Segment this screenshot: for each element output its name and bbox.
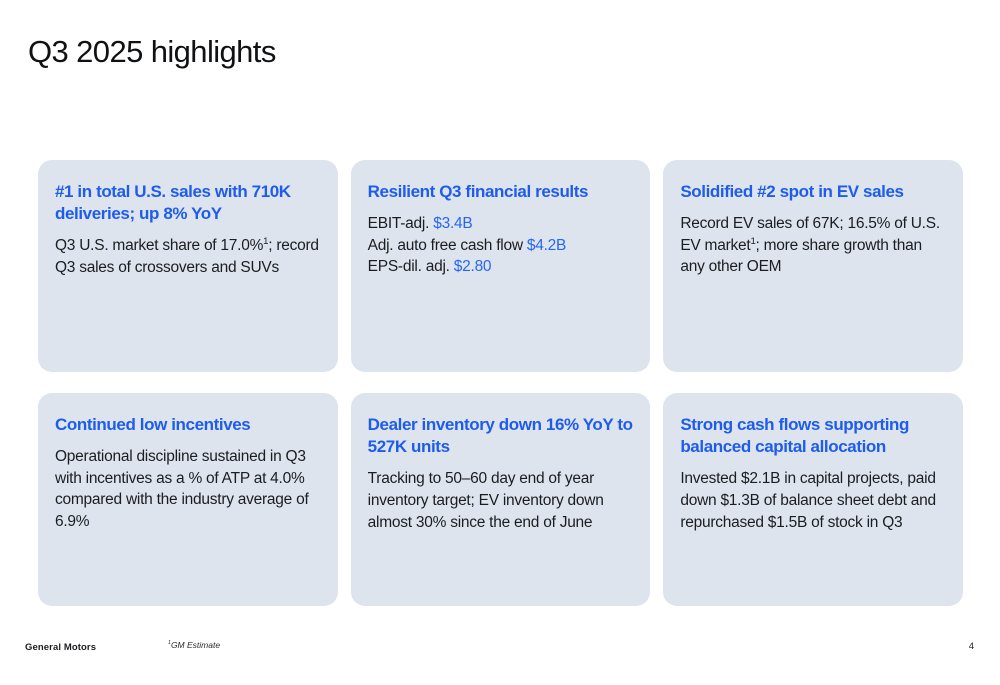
footer-brand: General Motors — [25, 642, 97, 653]
card-body: Operational discipline sustained in Q3 w… — [55, 446, 324, 533]
card-body-line: EBIT-adj. $3.4B — [367, 215, 473, 233]
card-heading: Continued low incentives — [55, 415, 251, 434]
footnote: 1GM Estimate — [168, 640, 220, 650]
card-low-incentives: Continued low incentives Operational dis… — [38, 393, 338, 606]
card-body-line: Tracking to 50–60 day end of year invent… — [367, 470, 604, 531]
card-financial-results: Resilient Q3 financial results EBIT-adj.… — [350, 160, 651, 372]
highlights-grid: #1 in total U.S. sales with 710K deliver… — [38, 160, 963, 606]
card-heading: Dealer inventory down 16% YoY to 527K un… — [367, 415, 633, 457]
card-body-line: Q3 U.S. market share of 17.0%1; record Q… — [55, 236, 319, 276]
card-body: Invested $2.1B in capital projects, paid… — [680, 468, 949, 533]
card-heading: #1 in total U.S. sales with 710K deliver… — [55, 182, 291, 224]
card-heading: Solidified #2 spot in EV sales — [680, 182, 904, 201]
card-us-sales: #1 in total U.S. sales with 710K deliver… — [38, 160, 338, 372]
card-ev-sales: Solidified #2 spot in EV sales Record EV… — [663, 160, 963, 372]
footnote-text: GM Estimate — [170, 640, 221, 650]
page-number: 4 — [968, 641, 974, 652]
footnote-superscript: 1 — [168, 640, 171, 647]
card-body-line: EPS-dil. adj. $2.80 — [367, 258, 492, 276]
card-body: EBIT-adj. $3.4B Adj. auto free cash flow … — [368, 213, 637, 278]
card-dealer-inventory: Dealer inventory down 16% YoY to 527K un… — [350, 393, 651, 606]
card-cash-flows: Strong cash flows supporting balanced ca… — [663, 393, 963, 606]
card-body-line: Adj. auto free cash flow $4.2B — [367, 236, 567, 254]
card-heading: Strong cash flows supporting balanced ca… — [680, 415, 910, 457]
card-body-line: Invested $2.1B in capital projects, paid… — [680, 470, 936, 531]
card-body: Tracking to 50–60 day end of year invent… — [368, 468, 637, 533]
card-body: Record EV sales of 67K; 16.5% of U.S. EV… — [680, 213, 949, 278]
card-body-line: Record EV sales of 67K; 16.5% of U.S. EV… — [680, 215, 940, 276]
page-title: Q3 2025 highlights — [28, 34, 276, 69]
card-heading: Resilient Q3 financial results — [367, 182, 589, 201]
card-body: Q3 U.S. market share of 17.0%1; record Q… — [55, 235, 324, 278]
card-body-line: Operational discipline sustained in Q3 w… — [55, 448, 309, 531]
